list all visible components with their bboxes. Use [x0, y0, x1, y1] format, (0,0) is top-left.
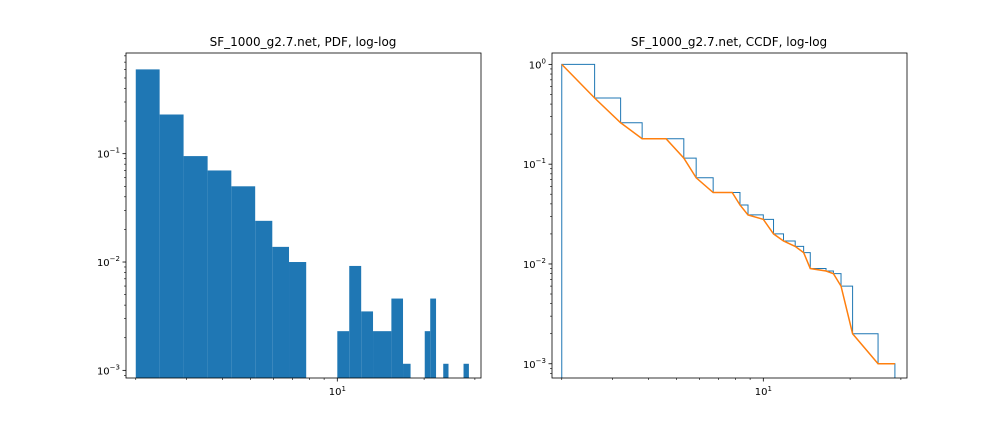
y-tick-base: 10 — [523, 260, 536, 271]
y-tick-base: 10 — [97, 366, 110, 377]
histogram-bar — [208, 170, 232, 378]
histogram-bar — [184, 156, 208, 378]
y-tick-base: 10 — [523, 360, 536, 371]
y-tick-exp: −2 — [536, 257, 546, 265]
histogram-bar — [403, 364, 411, 378]
pdf-title: SF_1000_g2.7.net, PDF, log-log — [210, 35, 397, 49]
histogram-bar — [160, 114, 184, 378]
y-tick-base: 10 — [97, 150, 110, 161]
histogram-bar — [136, 69, 160, 378]
y-tick-exp: −3 — [110, 363, 120, 371]
histogram-bar — [349, 266, 361, 378]
x-tick-exp: 1 — [341, 385, 345, 393]
histogram-bar — [430, 299, 436, 378]
histogram-bar — [231, 186, 255, 378]
histogram-bar — [425, 331, 430, 378]
histogram-bar — [443, 364, 448, 378]
y-tick-exp: −3 — [536, 357, 546, 365]
y-tick-exp: −1 — [110, 147, 120, 155]
histogram-bar — [464, 364, 469, 378]
y-tick-base: 10 — [97, 258, 110, 269]
histogram-bar — [255, 221, 272, 378]
y-tick-base: 10 — [523, 160, 536, 171]
histogram-bar — [373, 331, 391, 378]
histogram-bar — [337, 331, 349, 378]
x-tick-base: 10 — [329, 387, 342, 398]
y-tick-exp: −2 — [110, 255, 120, 263]
histogram-bar — [361, 311, 373, 378]
x-tick-base: 10 — [755, 387, 768, 398]
histogram-bar — [289, 262, 306, 378]
y-tick-base: 10 — [529, 60, 542, 71]
y-tick-exp: 0 — [542, 57, 546, 65]
y-tick-exp: −1 — [536, 157, 546, 165]
x-tick-exp: 1 — [767, 385, 771, 393]
histogram-bar — [391, 299, 403, 378]
histogram-bar — [272, 247, 289, 378]
ccdf-title: SF_1000_g2.7.net, CCDF, log-log — [631, 35, 827, 49]
